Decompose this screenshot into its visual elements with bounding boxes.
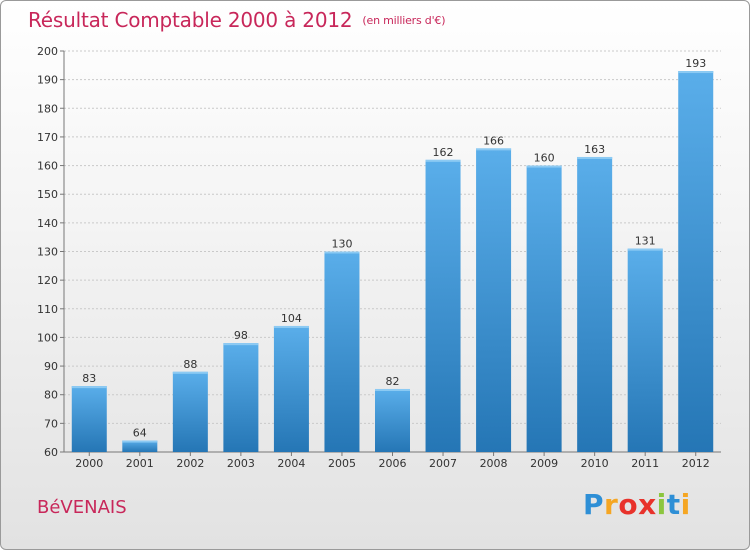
x-tick-label: 2008 [480,457,508,470]
bar-highlight [273,325,309,328]
bar-highlight [577,156,613,159]
bar [223,343,259,452]
x-tick-label: 2009 [530,457,558,470]
bar [172,371,208,452]
y-tick-label: 160 [37,160,58,173]
bar-layer [71,71,714,453]
x-tick-label: 2000 [75,457,103,470]
y-tick-label: 140 [37,217,58,230]
logo-letter: o [618,488,639,521]
bar-highlight [223,343,259,346]
y-tick-label: 190 [37,74,58,87]
bar-highlight [476,148,512,151]
label-layer: 83 64 88 98 104 130 82 162 166 160 163 131 193 [82,57,706,439]
y-tick-label: 170 [37,131,58,144]
data-label: 160 [534,152,555,165]
y-tick-label: 70 [44,417,58,430]
data-label: 98 [234,329,248,342]
data-label: 130 [331,238,352,251]
bar-highlight [122,440,158,443]
x-tick-label: 2011 [631,457,659,470]
bar-highlight [375,388,410,391]
x-tick-label: 2004 [277,457,305,470]
data-label: 166 [483,134,504,147]
data-label: 162 [433,146,454,159]
x-tick-label: 2010 [581,457,609,470]
bar [476,148,512,452]
bar-highlight [324,251,360,254]
data-label: 82 [386,375,400,388]
proxiti-logo[interactable]: Proxiti [583,488,691,521]
data-label: 163 [584,143,605,156]
x-tick-label: 2002 [176,457,204,470]
bar-highlight [71,386,107,389]
data-label: 131 [635,235,656,248]
bar [122,440,158,452]
data-label: 88 [183,358,197,371]
logo-letter: t [666,488,681,521]
chart-title: Résultat Comptable 2000 à 2012 (en millie… [28,8,446,32]
bar [375,388,410,452]
bar [71,386,107,452]
x-tick-label: 2007 [429,457,457,470]
bar-highlight [627,248,663,251]
y-tick-label: 150 [37,188,58,201]
x-tick-label: 2006 [379,457,407,470]
bar [324,251,360,452]
y-tick-label: 100 [37,331,58,344]
y-tick-label: 60 [44,446,58,459]
chart-title-text: Résultat Comptable 2000 à 2012 [28,8,353,32]
x-tick-label: 2005 [328,457,356,470]
bar [273,325,309,452]
x-tick-label: 2012 [682,457,710,470]
y-tick-label: 200 [37,45,58,58]
bar [627,248,663,452]
bar [678,71,714,453]
bar-highlight [172,371,208,374]
logo-letter: i [656,488,667,521]
chart-subtitle: (en milliers d'€) [362,14,446,27]
data-label: 104 [281,312,302,325]
logo-letter: x [638,488,657,521]
bar-highlight [678,71,714,74]
commune-name: BéVENAIS [37,497,127,518]
data-label: 64 [133,427,147,440]
y-tick-label: 110 [37,303,58,316]
y-tick-label: 130 [37,246,58,259]
bar [526,165,562,453]
logo-letter: P [583,488,605,521]
y-tick-label: 180 [37,102,58,115]
logo-letter: i [680,488,691,521]
bar-highlight [526,165,562,168]
data-label: 193 [685,57,706,70]
y-tick-label: 90 [44,360,58,373]
bar-highlight [425,159,461,162]
y-tick-label: 120 [37,274,58,287]
bar [577,156,613,452]
y-tick-label: 80 [44,389,58,402]
bar [425,159,461,453]
logo-letter: r [604,488,619,521]
data-label: 83 [82,372,96,385]
x-tick-label: 2003 [227,457,255,470]
x-tick-label: 2001 [126,457,154,470]
